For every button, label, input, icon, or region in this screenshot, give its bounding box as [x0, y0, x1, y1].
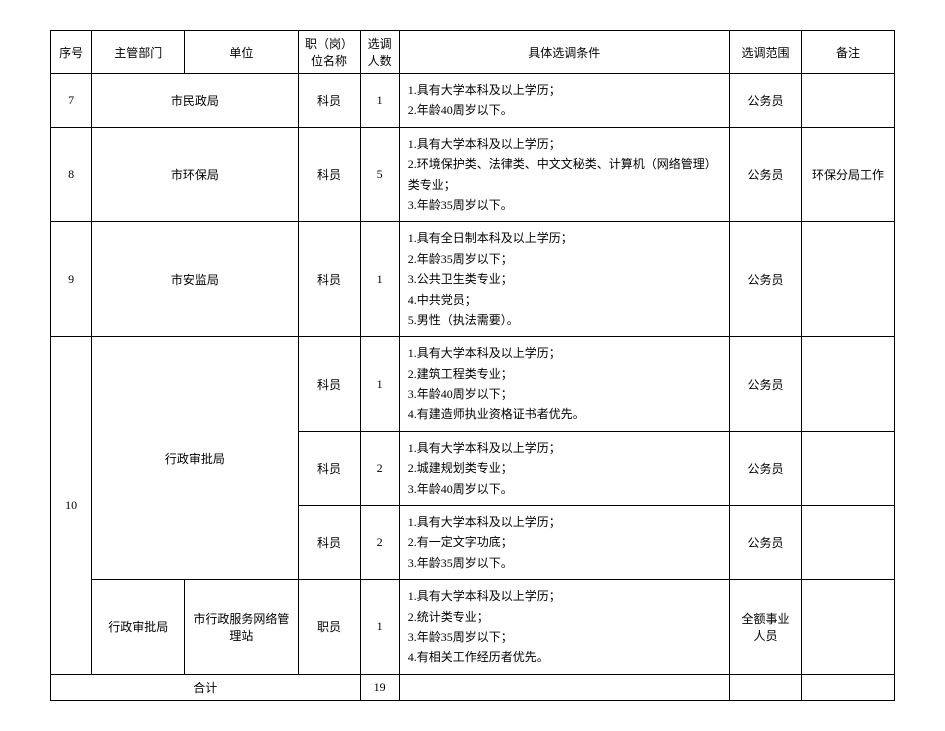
- cell-position: 科员: [298, 431, 360, 505]
- recruitment-table: 序号 主管部门 单位 职（岗）位名称 选调人数 具体选调条件 选调范围 备注 7…: [50, 30, 895, 701]
- table-total-row: 合计 19: [51, 674, 895, 700]
- header-dept: 主管部门: [92, 31, 185, 74]
- table-row: 7 市民政局 科员 1 1.具有大学本科及以上学历；2.年龄40周岁以下。 公务…: [51, 74, 895, 128]
- cell-remark: [802, 580, 895, 675]
- cell-position: 科员: [298, 337, 360, 432]
- cell-unit: 市行政服务网络管理站: [185, 580, 298, 675]
- cell-count: 1: [360, 337, 399, 432]
- cell-empty: [802, 674, 895, 700]
- cell-scope: 公务员: [729, 222, 801, 337]
- table-row: 8 市环保局 科员 5 1.具有大学本科及以上学历；2.环境保护类、法律类、中文…: [51, 127, 895, 222]
- cell-total-label: 合计: [51, 674, 361, 700]
- cell-scope: 公务员: [729, 337, 801, 432]
- cell-remark: 环保分局工作: [802, 127, 895, 222]
- cell-position: 科员: [298, 506, 360, 580]
- header-seq: 序号: [51, 31, 92, 74]
- header-conditions: 具体选调条件: [399, 31, 729, 74]
- cell-position: 科员: [298, 74, 360, 128]
- cell-position: 职员: [298, 580, 360, 675]
- cell-conditions: 1.具有大学本科及以上学历；2.统计类专业；3.年龄35周岁以下；4.有相关工作…: [399, 580, 729, 675]
- cell-seq: 8: [51, 127, 92, 222]
- cell-seq: 10: [51, 337, 92, 674]
- cell-count: 1: [360, 580, 399, 675]
- cell-dept: 行政审批局: [92, 337, 298, 580]
- cell-scope: 公务员: [729, 127, 801, 222]
- cell-empty: [399, 674, 729, 700]
- cell-remark: [802, 74, 895, 128]
- cell-scope: 公务员: [729, 431, 801, 505]
- cell-count: 5: [360, 127, 399, 222]
- cell-scope: 公务员: [729, 506, 801, 580]
- cell-dept: 市民政局: [92, 74, 298, 128]
- cell-seq: 7: [51, 74, 92, 128]
- header-unit: 单位: [185, 31, 298, 74]
- cell-position: 科员: [298, 222, 360, 337]
- cell-remark: [802, 506, 895, 580]
- cell-conditions: 1.具有大学本科及以上学历；2.城建规划类专业；3.年龄40周岁以下。: [399, 431, 729, 505]
- cell-remark: [802, 337, 895, 432]
- cell-total-count: 19: [360, 674, 399, 700]
- cell-conditions: 1.具有大学本科及以上学历；2.有一定文字功底；3.年龄35周岁以下。: [399, 506, 729, 580]
- cell-conditions: 1.具有全日制本科及以上学历；2.年龄35周岁以下；3.公共卫生类专业；4.中共…: [399, 222, 729, 337]
- cell-count: 2: [360, 506, 399, 580]
- cell-remark: [802, 222, 895, 337]
- cell-conditions: 1.具有大学本科及以上学历；2.建筑工程类专业；3.年龄40周岁以下；4.有建造…: [399, 337, 729, 432]
- header-remark: 备注: [802, 31, 895, 74]
- header-position: 职（岗）位名称: [298, 31, 360, 74]
- cell-conditions: 1.具有大学本科及以上学历；2.环境保护类、法律类、中文文秘类、计算机（网络管理…: [399, 127, 729, 222]
- cell-conditions: 1.具有大学本科及以上学历；2.年龄40周岁以下。: [399, 74, 729, 128]
- cell-dept: 市环保局: [92, 127, 298, 222]
- cell-seq: 9: [51, 222, 92, 337]
- cell-count: 1: [360, 74, 399, 128]
- cell-scope: 公务员: [729, 74, 801, 128]
- table-row: 行政审批局 市行政服务网络管理站 职员 1 1.具有大学本科及以上学历；2.统计…: [51, 580, 895, 675]
- cell-position: 科员: [298, 127, 360, 222]
- header-scope: 选调范围: [729, 31, 801, 74]
- cell-count: 2: [360, 431, 399, 505]
- table-header-row: 序号 主管部门 单位 职（岗）位名称 选调人数 具体选调条件 选调范围 备注: [51, 31, 895, 74]
- table-row: 10 行政审批局 科员 1 1.具有大学本科及以上学历；2.建筑工程类专业；3.…: [51, 337, 895, 432]
- table-row: 9 市安监局 科员 1 1.具有全日制本科及以上学历；2.年龄35周岁以下；3.…: [51, 222, 895, 337]
- cell-remark: [802, 431, 895, 505]
- cell-scope: 全额事业人员: [729, 580, 801, 675]
- cell-empty: [729, 674, 801, 700]
- cell-dept: 市安监局: [92, 222, 298, 337]
- cell-count: 1: [360, 222, 399, 337]
- cell-dept: 行政审批局: [92, 580, 185, 675]
- header-count: 选调人数: [360, 31, 399, 74]
